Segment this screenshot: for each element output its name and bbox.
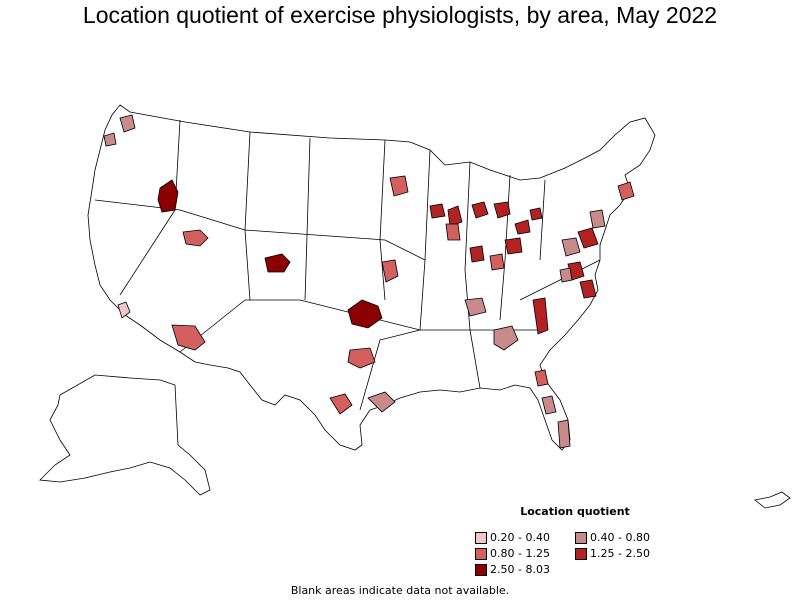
legend-swatch: [475, 531, 487, 544]
area-med-austin: [329, 393, 353, 415]
internal-state-lines: [94, 119, 601, 411]
area-high-detroit: [493, 201, 511, 219]
area-med-kansas: [381, 259, 399, 283]
area-high-wisconsin: [429, 203, 446, 219]
area-med-florida-n: [534, 369, 549, 387]
area-high-pa: [529, 207, 543, 221]
legend-item: 0.20 - 0.40: [475, 531, 550, 544]
area-med-missouri: [489, 253, 505, 271]
legend-label: 0.40 - 0.80: [590, 531, 650, 544]
highlighted-areas: [103, 114, 635, 449]
legend-label: 0.80 - 1.25: [490, 547, 550, 560]
area-high-chicago: [447, 205, 463, 227]
area-rose-arkansas: [464, 297, 487, 317]
legend-swatch: [575, 547, 587, 560]
legend-title: Location quotient: [520, 505, 630, 518]
area-high-dc: [577, 227, 599, 249]
legend-swatch: [475, 563, 487, 576]
area-med-illinois: [445, 223, 461, 241]
legend-item: 2.50 - 8.03: [475, 563, 550, 576]
area-rose-va-w: [559, 267, 573, 283]
area-rose-houston: [367, 391, 396, 413]
area-rose-nj: [589, 209, 606, 229]
alaska-outline: [39, 374, 211, 496]
legend-item: 0.40 - 0.80: [575, 531, 650, 544]
footnote: Blank areas indicate data not available.: [290, 584, 510, 597]
legend-item: 1.25 - 2.50: [575, 547, 650, 560]
area-med-arizona: [171, 324, 206, 351]
map-title: Location quotient of exercise physiologi…: [82, 2, 718, 28]
area-rose-wa: [119, 114, 136, 133]
area-med-boston: [617, 181, 635, 201]
legend-label: 2.50 - 8.03: [490, 563, 550, 576]
area-high-carolina: [532, 297, 549, 335]
area-rose-florida-c: [541, 395, 557, 415]
area-high-norfolk: [579, 279, 597, 299]
area-rose-georgia: [493, 325, 519, 351]
legend-item: 0.80 - 1.25: [475, 547, 550, 560]
area-med-utah: [182, 229, 209, 247]
legend-label: 0.20 - 0.40: [490, 531, 550, 544]
area-high-indiana: [469, 245, 485, 263]
area-med-dallas: [347, 347, 376, 369]
area-rose-or: [103, 132, 117, 147]
area-med-minnesota: [389, 175, 409, 197]
area-dark-colorado: [264, 253, 291, 273]
state-boundaries: [39, 104, 791, 509]
hawaii-islands: [754, 491, 791, 509]
area-high-michigan: [471, 201, 489, 219]
legend-swatch: [475, 547, 487, 560]
area-high-cleveland: [514, 219, 531, 235]
legend-label: 1.25 - 2.50: [590, 547, 650, 560]
legend: Location quotient 0.20 - 0.40 0.40 - 0.8…: [455, 505, 685, 576]
area-pink-southern-ca: [117, 301, 131, 319]
area-dark-idaho: [157, 179, 179, 213]
area-rose-florida-s: [557, 419, 571, 449]
area-rose-md: [561, 237, 581, 257]
area-high-ohio: [504, 237, 523, 255]
area-dark-oklahoma: [347, 299, 383, 329]
legend-swatch: [575, 531, 587, 544]
